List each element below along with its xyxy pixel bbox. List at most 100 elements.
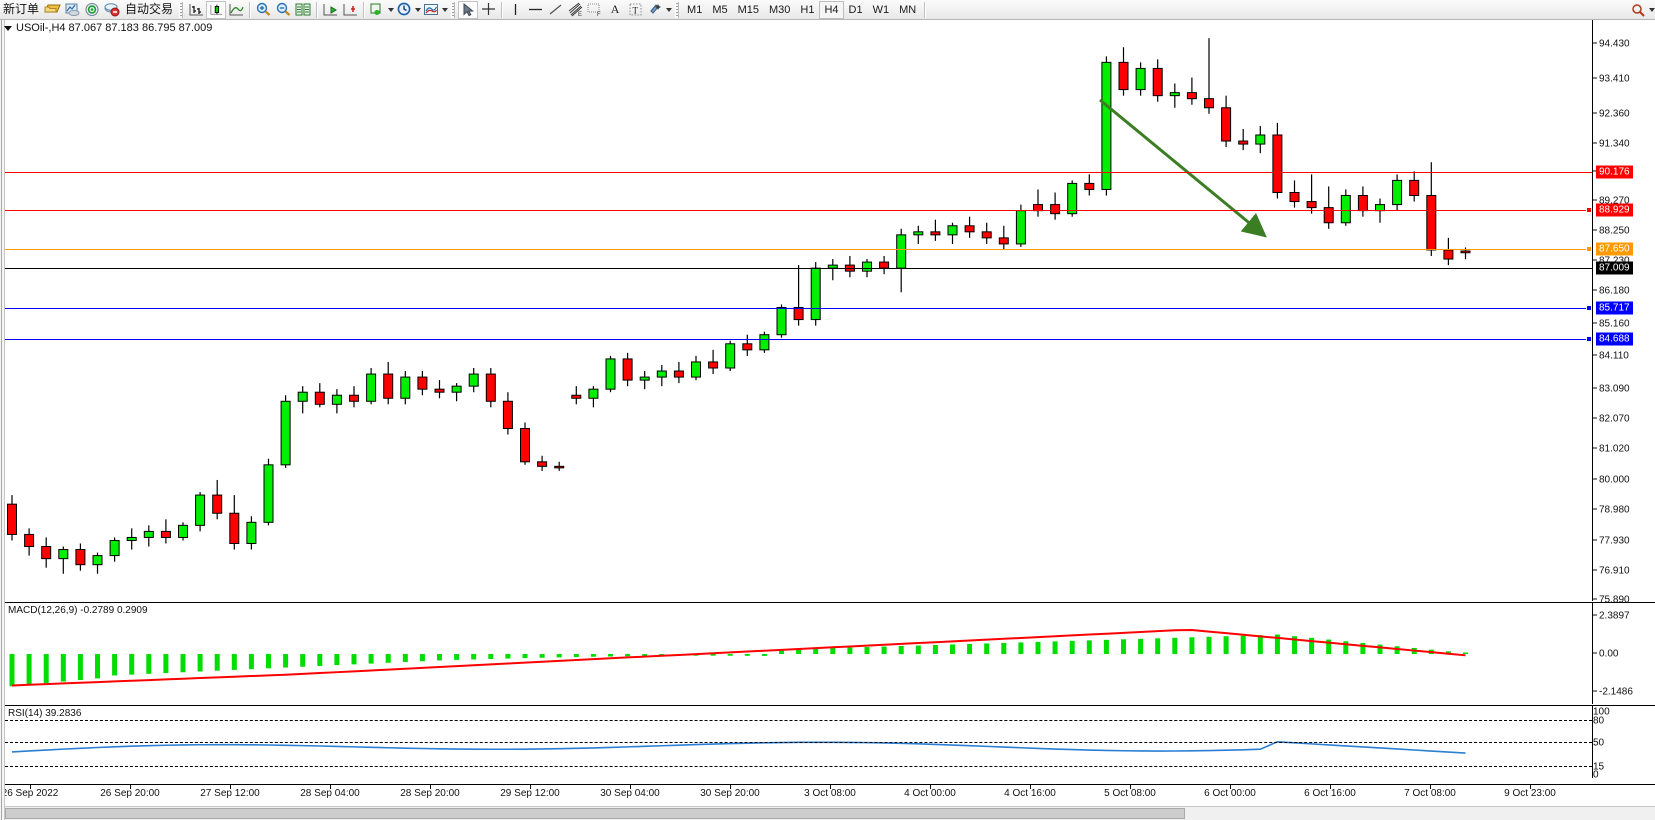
timeframe-w1[interactable]: W1 xyxy=(872,3,890,16)
price-tick: 88.250 xyxy=(1593,226,1630,237)
time-tick-label: 29 Sep 12:00 xyxy=(500,788,560,799)
chart-left-grip[interactable] xyxy=(0,20,5,820)
candlestick-chart xyxy=(7,38,1471,574)
folder-icon[interactable] xyxy=(42,1,62,19)
timeframe-m30[interactable]: M30 xyxy=(769,3,791,16)
rsi-level-50-line xyxy=(0,742,1592,743)
cursor-icon[interactable] xyxy=(458,0,479,19)
zoom-out-icon[interactable] xyxy=(273,1,293,19)
price-pane[interactable]: 94.43093.41092.36091.34090.31589.27088.2… xyxy=(0,20,1655,606)
price-label-support-2[interactable]: 84.688 xyxy=(1596,332,1633,346)
rsi-level-15-line xyxy=(0,766,1592,767)
bar-chart-icon[interactable] xyxy=(186,1,206,19)
profiles-icon[interactable] xyxy=(62,1,82,19)
price-label-current-price[interactable]: 87.009 xyxy=(1596,261,1633,275)
level-line-resistance-1[interactable] xyxy=(0,172,1592,173)
timeframe-m1[interactable]: M1 xyxy=(687,3,703,16)
price-axis[interactable]: 94.43093.41092.36091.34090.31589.27088.2… xyxy=(1592,20,1655,606)
trendline-icon[interactable] xyxy=(545,1,565,19)
level-line-support-1[interactable] xyxy=(0,308,1592,309)
autotrade-icon[interactable] xyxy=(102,1,122,19)
time-tick-label: 7 Oct 08:00 xyxy=(1404,788,1456,799)
shapes-chevron-down-icon[interactable] xyxy=(666,7,673,12)
templates-icon[interactable] xyxy=(340,1,360,19)
price-label-resistance-2[interactable]: 88.929 xyxy=(1596,203,1633,217)
chart-collapse-icon[interactable] xyxy=(4,25,12,31)
timeframe-group: M1 M5 M15 M30 H1 H4 D1 W1 MN xyxy=(682,0,921,19)
rsi-pane[interactable]: RSI(14) 39.2836 100 80 50 15 0 xyxy=(0,705,1655,781)
toolbar-grip-2[interactable] xyxy=(451,1,456,18)
scrollbar-thumb[interactable] xyxy=(5,808,1185,819)
time-tick-label: 9 Oct 23:00 xyxy=(1504,788,1556,799)
timeframe-mn[interactable]: MN xyxy=(899,3,917,16)
fibonacci-fan-icon[interactable]: F xyxy=(585,1,605,19)
time-tick-mark xyxy=(630,785,631,789)
level-handle-support-2[interactable] xyxy=(1586,336,1592,342)
period-chevron-down-icon[interactable] xyxy=(415,7,422,12)
timeframe-m15[interactable]: M15 xyxy=(737,3,759,16)
properties-chevron-down-icon[interactable] xyxy=(442,7,449,12)
price-tick: 92.360 xyxy=(1593,109,1630,120)
timeframe-h4[interactable]: H4 xyxy=(819,0,844,19)
level-handle-support-1[interactable] xyxy=(1586,305,1592,311)
level-line-pivot[interactable] xyxy=(0,249,1592,250)
add-indicator-chevron-down-icon[interactable] xyxy=(388,7,395,12)
rsi-left-grip[interactable] xyxy=(0,706,5,778)
time-axis[interactable]: 26 Sep 2022 26 Sep 20:00 27 Sep 12:00 28 Se… xyxy=(0,784,1655,806)
svg-text:F: F xyxy=(597,12,601,17)
macd-pane[interactable]: MACD(12,26,9) -0.2789 0.2909 2.3897 0.00… xyxy=(0,602,1655,704)
horizontal-line-icon[interactable] xyxy=(525,1,545,19)
time-tick-mark xyxy=(230,785,231,789)
toolbar-grip-1[interactable] xyxy=(179,1,184,18)
properties-icon[interactable] xyxy=(421,1,441,19)
horizontal-scrollbar[interactable] xyxy=(0,806,1655,820)
macd-label: MACD(12,26,9) -0.2789 0.2909 xyxy=(8,605,148,616)
time-tick-label: 3 Oct 08:00 xyxy=(804,788,856,799)
toolbar-grip-3[interactable] xyxy=(675,1,680,18)
time-tick-label: 26 Sep 20:00 xyxy=(100,788,160,799)
period-icon[interactable] xyxy=(394,1,414,19)
level-handle-resistance-2[interactable] xyxy=(1586,207,1592,213)
level-line-resistance-2[interactable] xyxy=(0,210,1592,211)
market-watch-icon[interactable] xyxy=(82,1,102,19)
search-chevron-down-icon[interactable] xyxy=(1649,7,1655,12)
new-order-button[interactable]: 新订单 xyxy=(3,2,40,16)
level-handle-pivot[interactable] xyxy=(1586,246,1592,252)
timeframe-h1[interactable]: H1 xyxy=(800,3,815,16)
label-icon[interactable]: T xyxy=(625,1,645,19)
candlestick-chart-icon[interactable] xyxy=(206,0,227,19)
price-tick: 94.430 xyxy=(1593,39,1630,50)
time-tick-mark xyxy=(1430,785,1431,789)
price-tick: 78.980 xyxy=(1593,505,1630,516)
vertical-line-icon[interactable] xyxy=(505,1,525,19)
timeframe-d1[interactable]: D1 xyxy=(848,3,863,16)
toolbar-separator-4 xyxy=(501,1,503,18)
price-label-support-1[interactable]: 85.717 xyxy=(1596,301,1633,315)
crosshair-icon[interactable] xyxy=(478,1,498,19)
time-tick-mark xyxy=(930,785,931,789)
level-line-support-2[interactable] xyxy=(0,339,1592,340)
line-chart-icon[interactable] xyxy=(226,1,246,19)
price-tick: 91.340 xyxy=(1593,139,1630,150)
zoom-in-icon[interactable] xyxy=(253,1,273,19)
rsi-axis: 100 80 50 15 0 xyxy=(1592,706,1655,781)
main-toolbar: 新订单 xyxy=(0,0,1655,20)
level-line-current-price[interactable] xyxy=(0,268,1592,269)
price-label-pivot[interactable]: 87.650 xyxy=(1596,242,1633,256)
text-icon[interactable]: A xyxy=(610,2,620,16)
shapes-icon[interactable] xyxy=(645,1,665,19)
price-label-resistance-1[interactable]: 90.176 xyxy=(1596,165,1633,179)
chart-title: USOil-,H4 87.067 87.183 86.795 87.009 xyxy=(4,22,212,34)
fibonacci-icon[interactable]: E xyxy=(565,1,585,19)
timeframe-m5[interactable]: M5 xyxy=(712,3,728,16)
time-tick-label: 4 Oct 00:00 xyxy=(904,788,956,799)
macd-left-grip[interactable] xyxy=(0,603,5,704)
price-tick: 81.020 xyxy=(1593,444,1630,455)
tile-windows-icon[interactable] xyxy=(293,1,313,19)
autotrade-button[interactable]: 自动交易 xyxy=(125,2,174,16)
search-icon[interactable] xyxy=(1628,1,1648,19)
indicators-icon[interactable] xyxy=(320,1,340,19)
add-indicator-icon[interactable] xyxy=(367,1,387,19)
chart-window[interactable]: USOil-,H4 87.067 87.183 86.795 87.009 xyxy=(0,20,1655,820)
time-tick-label: 30 Sep 04:00 xyxy=(600,788,660,799)
